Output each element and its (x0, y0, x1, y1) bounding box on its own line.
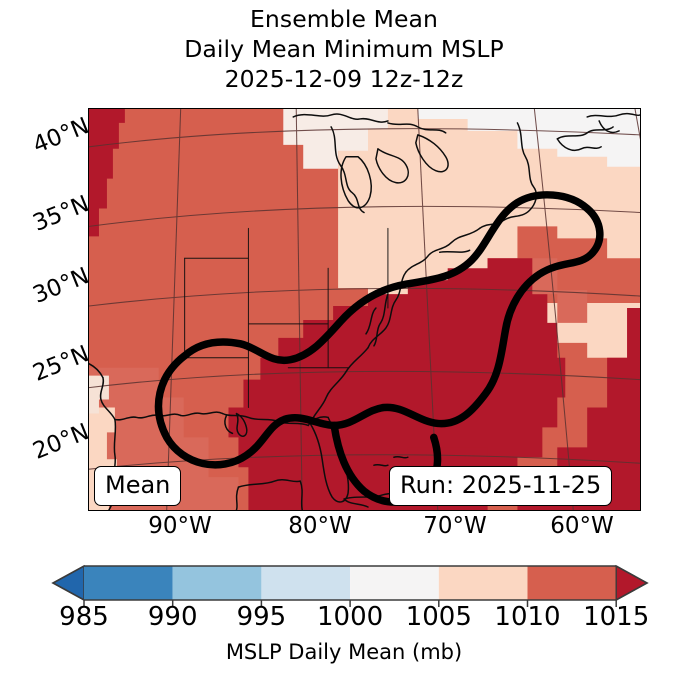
lon-label-60w: 60°W (550, 513, 614, 539)
colorbar-axis-label: MSLP Daily Mean (mb) (225, 640, 463, 664)
figure-title: Ensemble Mean Daily Mean Minimum MSLP 20… (0, 4, 688, 94)
colorbar-tick-1005: 1005 (405, 602, 472, 632)
colorbar-band-1000-1005 (350, 566, 439, 600)
lat-label-40n: 40°N (29, 112, 93, 159)
colorbar-over-arrow (615, 564, 649, 602)
lat-label-20n: 20°N (29, 418, 93, 465)
colorbar-tick-990: 990 (147, 602, 198, 632)
colorbar-tick-985: 985 (59, 602, 109, 632)
legend-box-run: Run: 2025-11-25 (389, 466, 613, 506)
map-plot-area[interactable] (88, 108, 641, 511)
map-canvas (89, 109, 640, 510)
colorbar-under-arrow (51, 564, 85, 602)
colorbar-band-995-1000 (261, 566, 351, 600)
lon-label-80w: 80°W (288, 513, 352, 539)
colorbar-tick-1000: 1000 (317, 602, 384, 632)
colorbar-swatches (51, 564, 649, 607)
colorbar-band-990-995 (172, 566, 262, 600)
lat-label-35n: 35°N (29, 190, 93, 237)
title-line-2: Daily Mean Minimum MSLP (184, 35, 504, 63)
lon-label-90w: 90°W (148, 513, 212, 539)
title-line-3: 2025-12-09 12z-12z (224, 65, 464, 93)
colorbar-band-1005-1010 (438, 566, 528, 600)
colorbar[interactable]: 985 990 995 1000 1005 1010 1015 MSLP Dai… (0, 560, 688, 674)
title-line-1: Ensemble Mean (249, 5, 439, 33)
lat-label-30n: 30°N (29, 262, 93, 309)
colorbar-tick-1010: 1010 (494, 602, 561, 632)
colorbar-band-1010-1015 (527, 566, 617, 600)
colorbar-band-985-990 (84, 566, 173, 600)
lat-label-25n: 25°N (29, 340, 93, 387)
colorbar-tick-1015: 1015 (583, 602, 650, 632)
colorbar-tick-995: 995 (236, 602, 287, 632)
lon-label-70w: 70°W (423, 513, 487, 539)
legend-box-mean: Mean (94, 466, 182, 506)
